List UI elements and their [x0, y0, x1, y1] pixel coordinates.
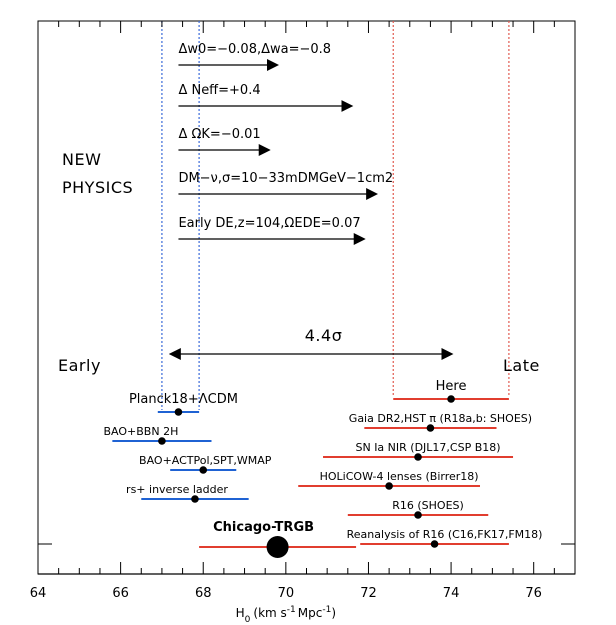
new-physics-label-2: Δ Neff=+0.4 — [178, 83, 260, 98]
early-label: Early — [58, 356, 101, 375]
late-measurement-point-9 — [414, 511, 422, 519]
early-measurement-label-8: rs+ inverse ladder — [126, 483, 228, 496]
x-axis-title: H0 (km s-1 Mpc-1) — [236, 605, 336, 625]
late-measurement-point-7 — [385, 482, 393, 490]
tension-label: 4.4σ — [305, 326, 343, 345]
late-measurement-point-3 — [426, 424, 435, 432]
new-physics-label-1: Δw0=−0.08,Δwa=−0.8 — [178, 42, 331, 57]
tension-arrow-group: 4.4σ — [168, 326, 454, 360]
x-tick-label-3: 68 — [195, 586, 212, 601]
early-measurement-point-2 — [174, 408, 183, 416]
late-measurement-label-9: R16 (SHOES) — [392, 499, 464, 512]
x-axis: 64 66 68 70 72 74 76 — [30, 21, 576, 601]
x-axis-title-group: H0 (km s-1 Mpc-1) — [236, 605, 336, 625]
early-measurement-label-4: BAO+BBN 2H — [104, 425, 179, 438]
x-tick-label-7: 76 — [525, 586, 542, 601]
category-labels: NEW PHYSICS Early Late — [58, 150, 540, 375]
x-tick-label-2: 66 — [112, 586, 129, 601]
new-physics-label-line-1: NEW — [62, 150, 101, 169]
early-measurement-label-2: Planck18+ΛCDM — [129, 392, 238, 407]
highlight-measurement-label-10: Chicago-TRGB — [213, 520, 314, 535]
new-physics-arrows: Δw0=−0.08,Δwa=−0.8 Δ Neff=+0.4 Δ ΩK=−0.01 D… — [178, 42, 393, 245]
late-measurement-label-7: HOLiCOW-4 lenses (Birrer18) — [320, 470, 479, 483]
late-measurement-point-5 — [414, 453, 422, 461]
early-measurement-label-6: BAO+ACTPol,SPT,WMAP — [139, 454, 272, 467]
measurement-points: Here Planck18+ΛCDM Gaia DR2,HST π (R18a,b:… — [104, 379, 543, 558]
x-tick-label-4: 70 — [278, 586, 295, 601]
x-tick-label-6: 74 — [443, 586, 460, 601]
new-physics-label-line-2: PHYSICS — [62, 178, 133, 197]
new-physics-label-4: DM−ν,σ=10−33mDMGeV−1cm2 — [178, 171, 393, 186]
late-measurement-label-11: Reanalysis of R16 (C16,FK17,FM18) — [347, 528, 543, 541]
measurement-bands — [161, 21, 510, 410]
late-label: Late — [503, 356, 540, 375]
late-measurement-label-3: Gaia DR2,HST π (R18a,b: SHOES) — [349, 412, 532, 425]
x-tick-label-1: 64 — [30, 586, 47, 601]
late-measurement-label-5: SN Ia NIR (DJL17,CSP B18) — [355, 441, 500, 454]
highlight-measurement-point-10 — [266, 536, 289, 558]
late-measurement-point-1 — [447, 395, 455, 403]
early-measurement-point-6 — [199, 466, 208, 474]
late-measurement-label-1: Here — [436, 379, 467, 394]
new-physics-label-5: Early DE,z=104,ΩEDE=0.07 — [178, 216, 360, 231]
x-tick-label-5: 72 — [360, 586, 377, 601]
late-measurement-point-11 — [430, 540, 439, 548]
new-physics-label-3: Δ ΩK=−0.01 — [178, 127, 260, 142]
early-measurement-point-8 — [191, 495, 199, 503]
early-measurement-point-4 — [158, 437, 166, 445]
